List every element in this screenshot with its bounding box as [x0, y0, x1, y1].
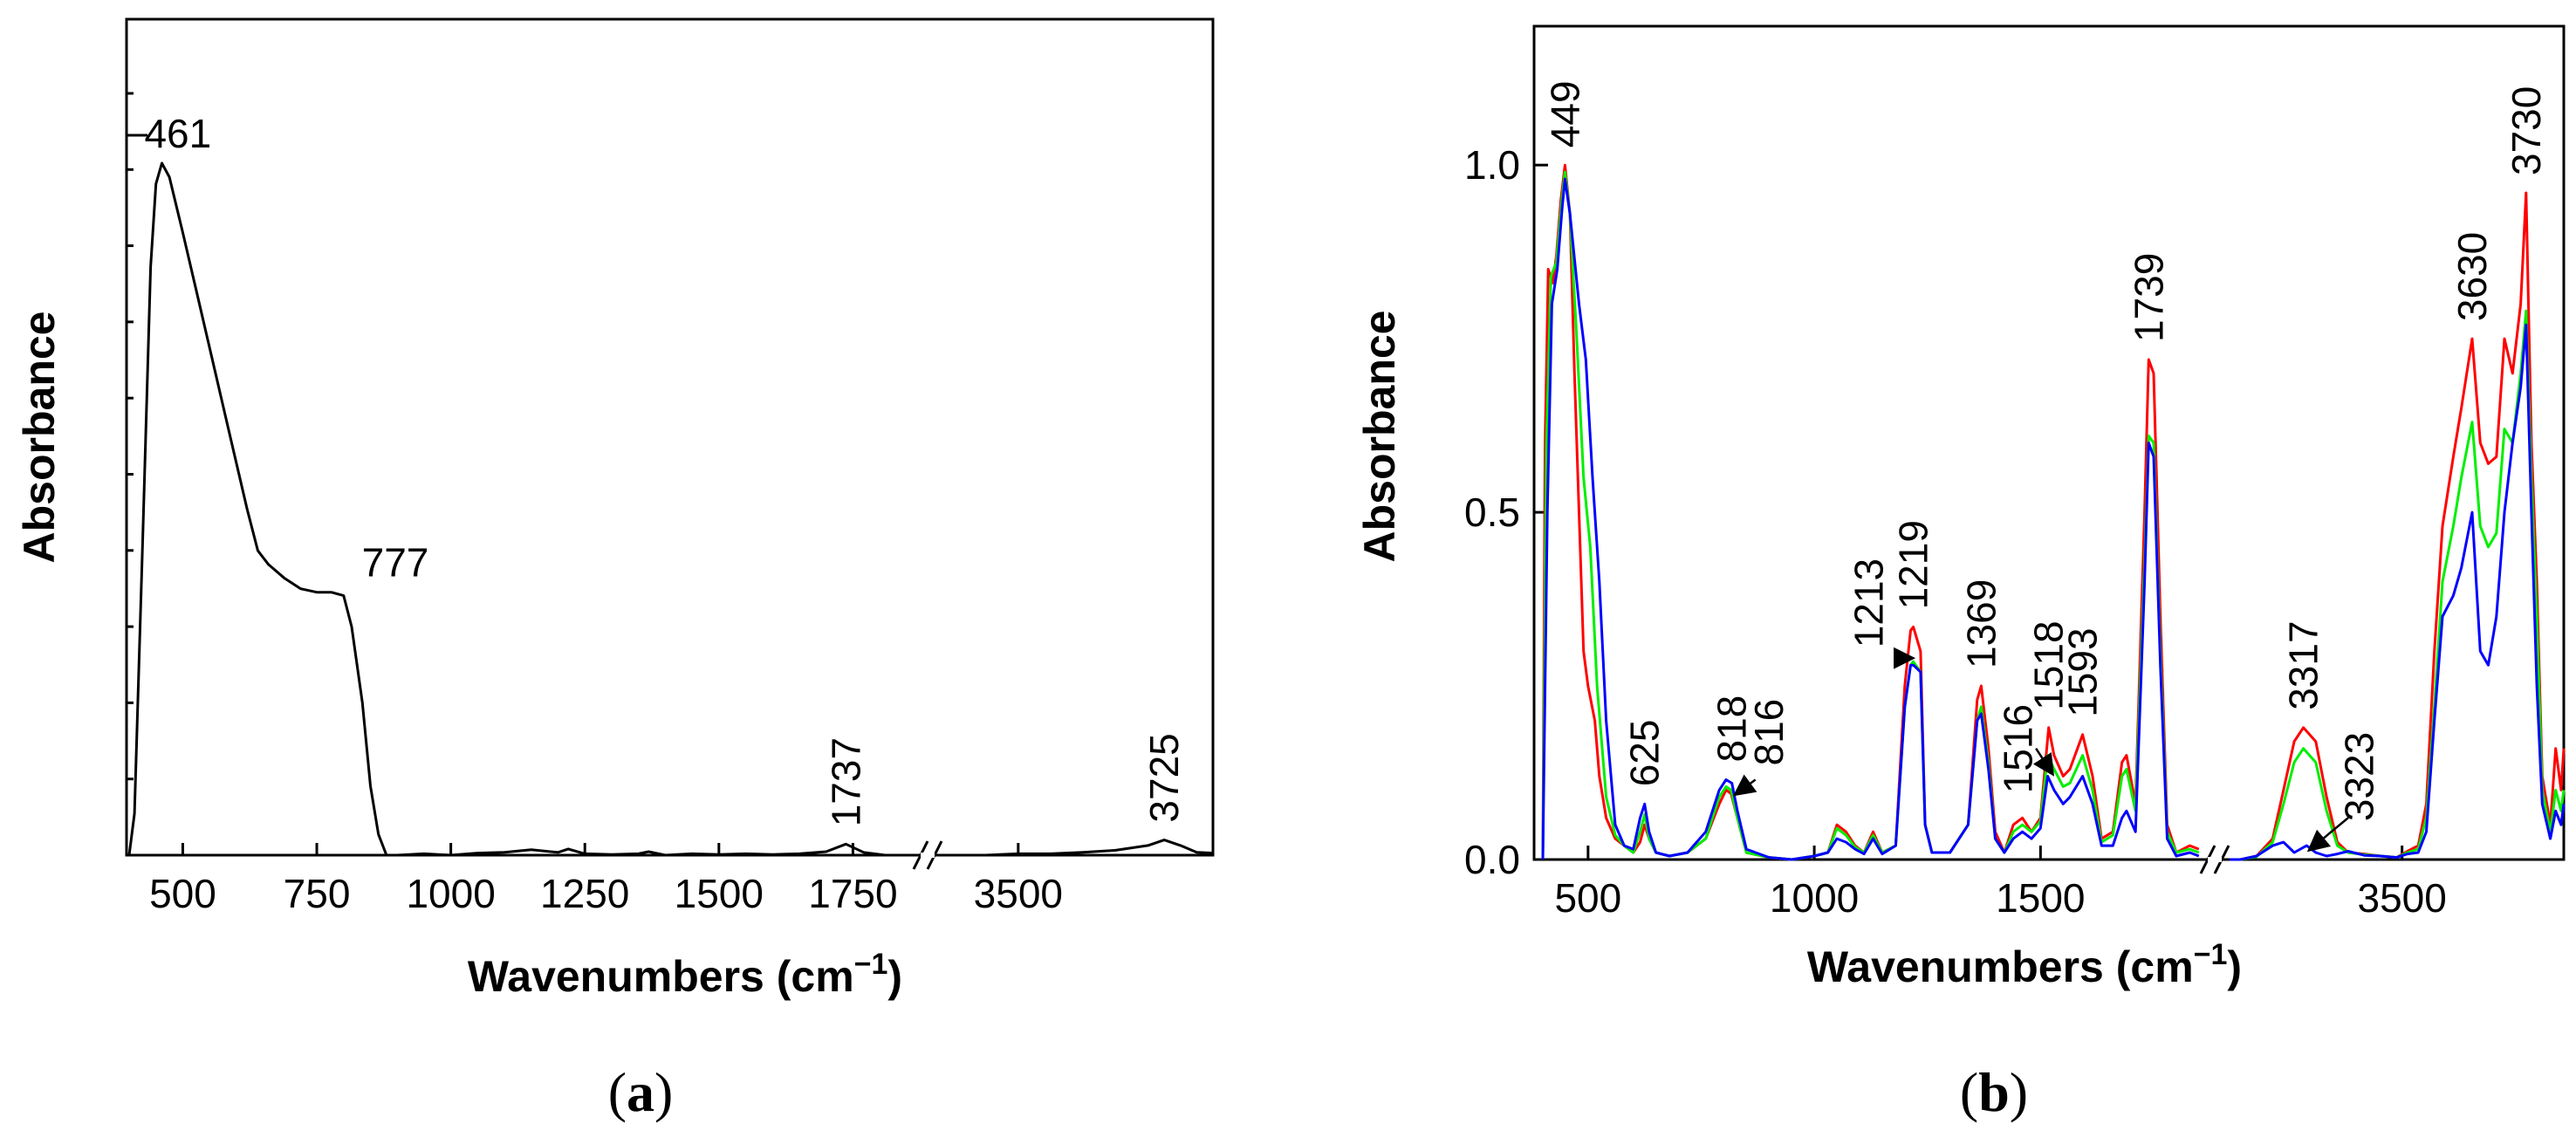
peak-label: 625: [1622, 720, 1668, 787]
panel-b-arrows: [1732, 647, 2349, 853]
panel-b-y-tick-labels: 0.0 0.5 1.0: [1464, 142, 1520, 882]
peak-label: 449: [1542, 80, 1587, 147]
y-tick-label: 0.5: [1464, 490, 1520, 535]
panel-b-label: (b): [1960, 1061, 2028, 1123]
series-line-blue: [1541, 177, 2566, 861]
peak-label: 1516: [1995, 704, 2040, 793]
peak-label: 3725: [1141, 733, 1187, 822]
y-tick-label: 0.0: [1464, 837, 1520, 882]
peak-label: 3630: [2449, 232, 2495, 321]
peak-label: 3323: [2336, 732, 2381, 821]
peak-label: 1369: [1958, 579, 2004, 668]
panel-b-x-axis-title: Wavenumbers (cm−1): [1807, 938, 2242, 991]
panel-a-axis-break: [912, 840, 943, 870]
panel-b-y-axis-title: Absorbance: [1355, 311, 1404, 563]
x-tick-label: 500: [149, 871, 216, 916]
peak-label: 777: [362, 540, 429, 586]
axis-break-gap: [921, 853, 935, 858]
panel-b-axis-break: [2199, 845, 2230, 874]
panel-b-tick-marks: [1534, 163, 2404, 861]
panel-a-x-tick-labels: 500 750 1000 1250 1500 1750 3500: [149, 871, 1063, 916]
peak-label: 818: [1709, 695, 1755, 763]
peak-label: 1737: [823, 737, 868, 826]
x-tick-label: 3500: [2358, 875, 2447, 921]
panel-a-plot-frame: [125, 17, 1215, 857]
panel-b-x-tick-labels: 500 1000 1500 3500: [1554, 875, 2446, 921]
peak-label: 816: [1746, 699, 1792, 766]
annotation-arrow: [2306, 817, 2349, 853]
peak-label: 3730: [2504, 86, 2549, 175]
peak-label: 1213: [1846, 558, 1891, 647]
x-tick-label: 1500: [1996, 875, 2085, 921]
peak-label: 461: [144, 111, 211, 156]
x-tick-label: 500: [1554, 875, 1621, 921]
peak-label: 1593: [2060, 627, 2106, 716]
panel-b-series: [1541, 163, 2566, 861]
series-line-spectrum: [127, 161, 1214, 857]
annotation-arrow: [1732, 774, 1757, 797]
y-tick-label: 1.0: [1464, 142, 1520, 188]
x-tick-label: 1000: [406, 871, 495, 916]
peak-label: 1518: [2026, 620, 2072, 709]
panel-b-plot-frame: [1532, 24, 2566, 861]
x-tick-label: 3500: [974, 871, 1063, 916]
peak-label: 1739: [2126, 253, 2171, 342]
x-tick-label: 1500: [675, 871, 764, 916]
annotation-arrow: [2032, 747, 2055, 777]
x-tick-label: 750: [284, 871, 351, 916]
panel-a-tick-marks: [127, 92, 1020, 857]
x-tick-label: 1000: [1770, 875, 1859, 921]
panel-a: 500 750 1000 1250 1500 1750 3500 461 777 1737 372…: [15, 17, 1215, 1123]
panel-a-series: [127, 161, 1214, 857]
peak-label: 3317: [2281, 620, 2326, 709]
series-line-red: [1541, 163, 2566, 861]
panel-a-y-axis-title: Absorbance: [15, 312, 64, 564]
x-tick-label: 1750: [808, 871, 897, 916]
x-tick-label: 1250: [540, 871, 629, 916]
panel-a-peak-labels: 461 777 1737 3725: [127, 111, 1187, 826]
axis-break-gap: [2208, 857, 2222, 862]
peak-label: 1219: [1891, 520, 1936, 609]
panel-a-label: (a): [608, 1061, 674, 1123]
panel-a-x-axis-title: Wavenumbers (cm−1): [468, 948, 902, 1001]
